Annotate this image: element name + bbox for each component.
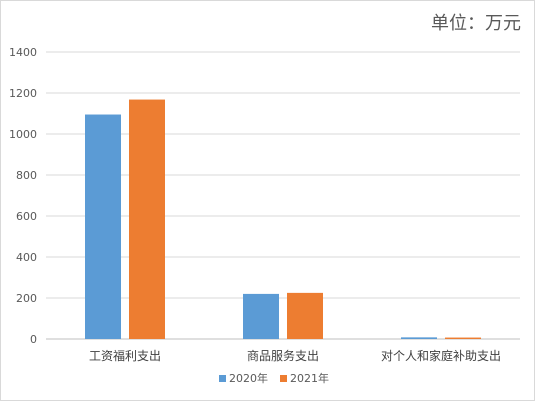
unit-label: 单位：万元 [431, 13, 521, 34]
bars [85, 99, 481, 340]
y-tick-label: 1200 [9, 87, 37, 100]
gridlines [46, 51, 520, 340]
x-category-label: 对个人和家庭补助支出 [381, 348, 501, 363]
y-tick-label: 600 [16, 210, 37, 223]
y-tick-label: 0 [30, 333, 37, 346]
y-tick-label: 200 [16, 292, 37, 305]
x-axis-labels: 工资福利支出 商品服务支出 对个人和家庭补助支出 [89, 348, 501, 363]
y-tick-label: 400 [16, 251, 37, 264]
bar [85, 114, 121, 340]
bar [445, 337, 481, 339]
legend-label: 2021年 [290, 371, 329, 385]
y-axis-ticks: 0 200 400 600 800 1000 1200 1400 [9, 46, 37, 346]
x-category-label: 工资福利支出 [89, 348, 161, 363]
x-category-label: 商品服务支出 [247, 348, 319, 363]
legend: 2020年 2021年 [219, 371, 329, 385]
y-tick-label: 800 [16, 169, 37, 182]
bar [243, 293, 279, 339]
legend-swatch [280, 375, 287, 382]
legend-swatch [219, 375, 226, 382]
bar [129, 99, 165, 339]
bar [287, 292, 323, 339]
legend-label: 2020年 [229, 371, 268, 385]
bar [401, 337, 437, 339]
y-tick-label: 1000 [9, 128, 37, 141]
y-tick-label: 1400 [9, 46, 37, 59]
